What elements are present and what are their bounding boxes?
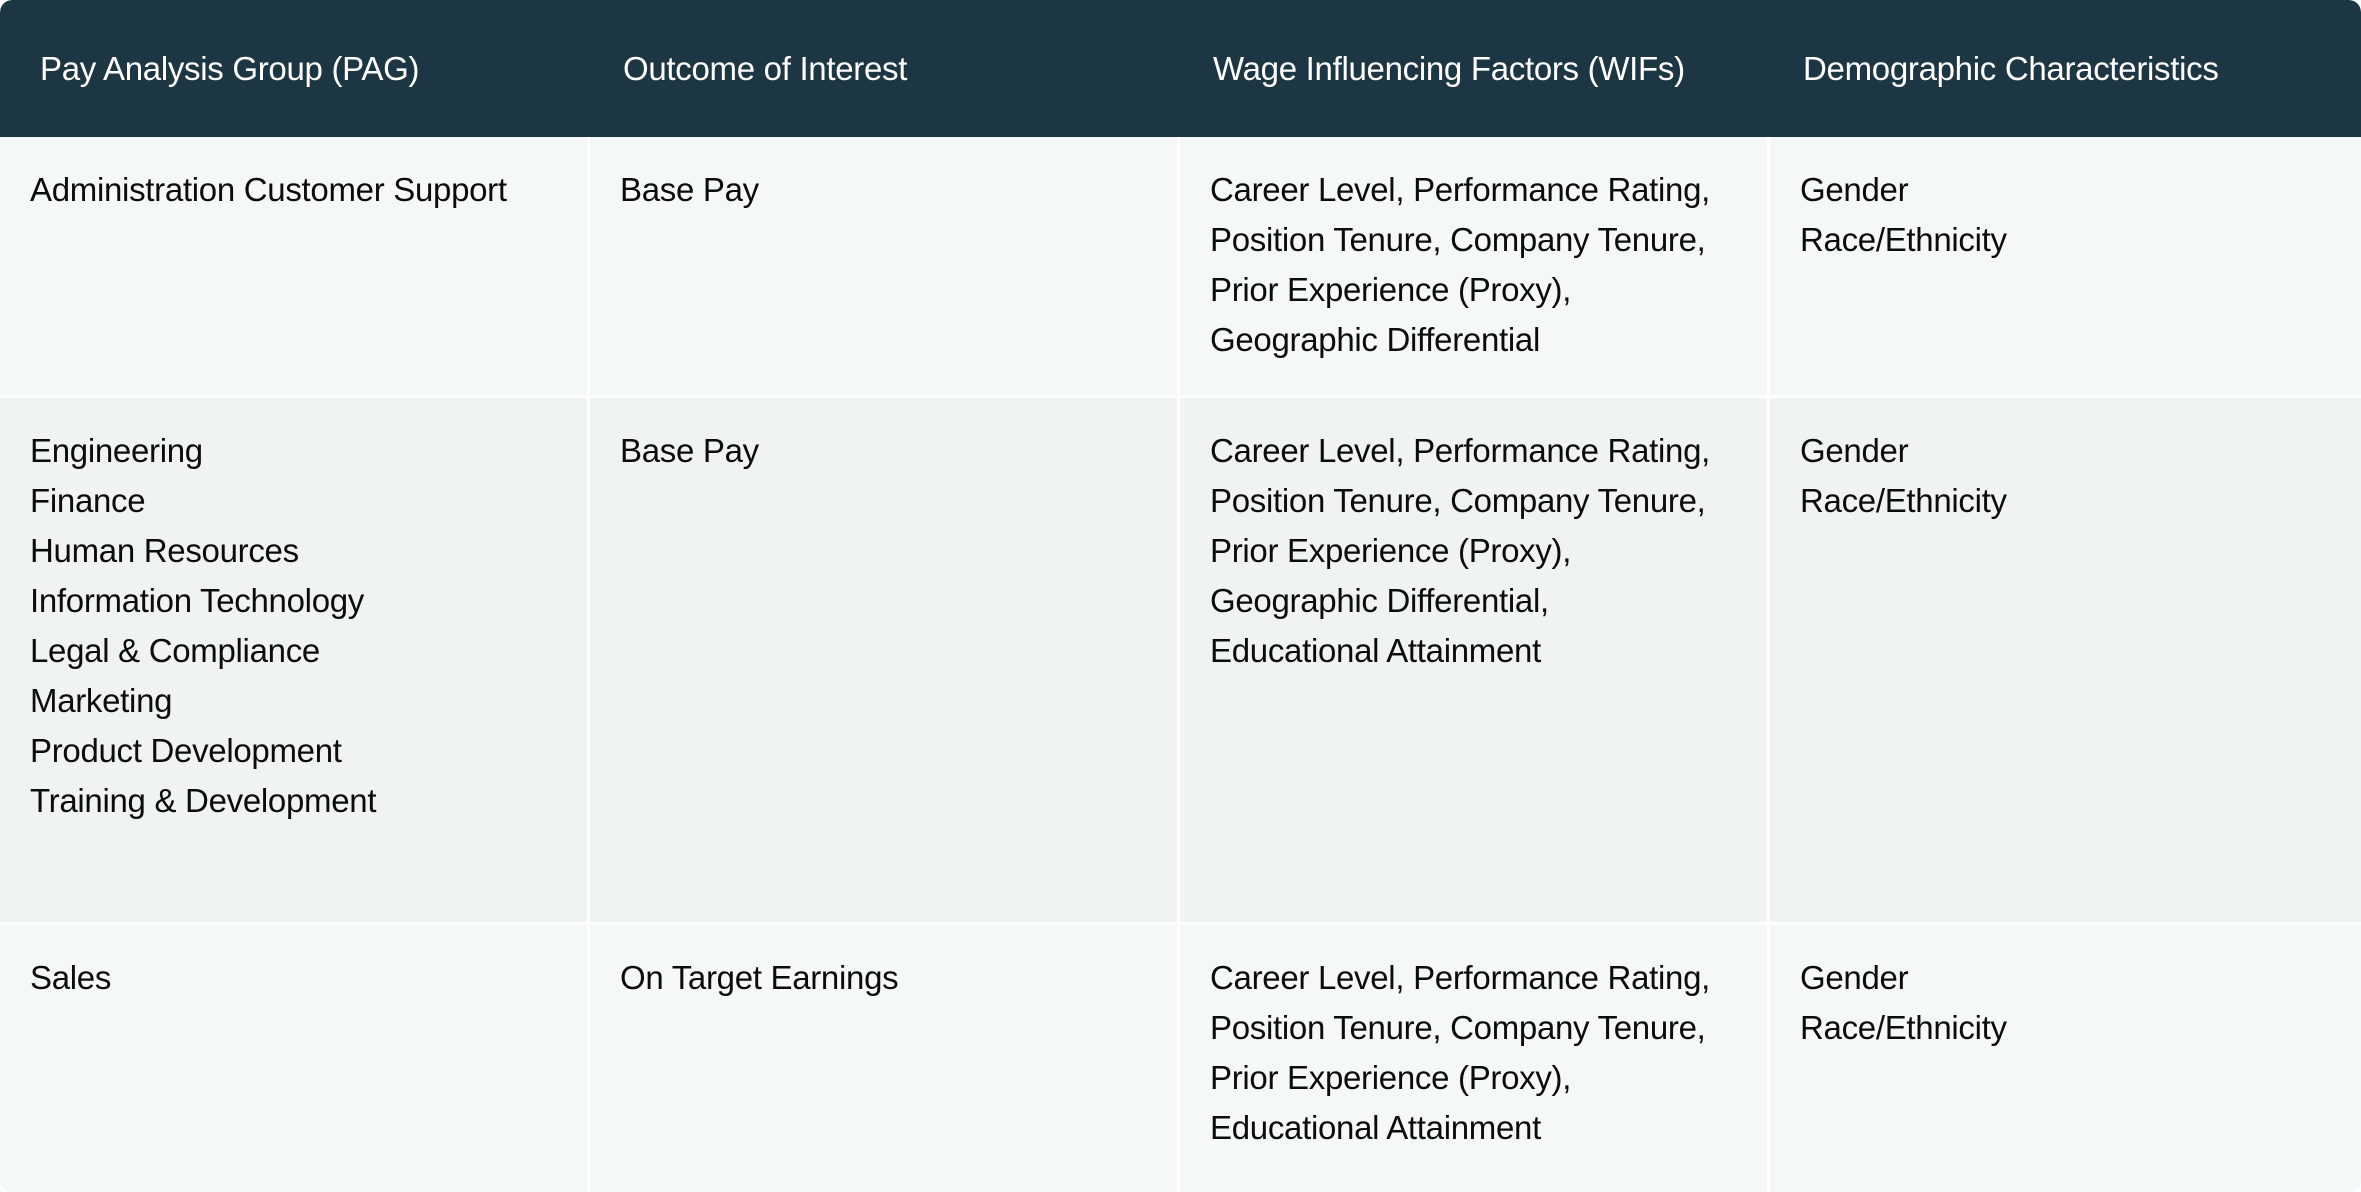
column-header-wifs: Wage Influencing Factors (WIFs) <box>1213 49 1685 87</box>
cell-outcome: Base Pay <box>590 398 1177 922</box>
wif-line: Educational Attainment <box>1210 632 1541 669</box>
table-header: Pay Analysis Group (PAG) Outcome of Inte… <box>0 0 2361 137</box>
column-header-pag: Pay Analysis Group (PAG) <box>40 49 420 87</box>
wif-line: Career Level, Performance Rating, <box>1210 432 1711 469</box>
demographic-label: Gender <box>1800 959 1909 996</box>
cell-pag: Engineering Finance Human Resources Info… <box>0 398 587 922</box>
table-row: Administration Customer Support Base Pay… <box>0 137 2361 395</box>
wif-line: Geographic Differential <box>1210 321 1541 358</box>
outcome-label: Base Pay <box>620 432 759 469</box>
cell-outcome: On Target Earnings <box>590 925 1177 1192</box>
pag-label: Engineering <box>30 432 203 469</box>
wif-line: Career Level, Performance Rating, <box>1210 959 1711 996</box>
outcome-label: Base Pay <box>620 171 759 208</box>
wif-line: Position Tenure, Company Tenure, <box>1210 482 1706 519</box>
demographic-label: Gender <box>1800 432 1909 469</box>
pag-label: Product Development <box>30 732 342 769</box>
pag-label: Finance <box>30 482 146 519</box>
wif-line: Geographic Differential, <box>1210 582 1549 619</box>
pag-label: Administration Customer Support <box>30 171 507 208</box>
cell-demographics: Gender Race/Ethnicity <box>1770 925 2361 1192</box>
cell-pag: Sales <box>0 925 587 1192</box>
demographic-label: Gender <box>1800 171 1909 208</box>
demographic-label: Race/Ethnicity <box>1800 1009 2007 1046</box>
cell-wifs: Career Level, Performance Rating, Positi… <box>1180 925 1767 1192</box>
cell-demographics: Gender Race/Ethnicity <box>1770 398 2361 922</box>
pag-label: Training & Development <box>30 782 377 819</box>
column-header-outcome: Outcome of Interest <box>623 49 908 87</box>
cell-pag: Administration Customer Support <box>0 137 587 395</box>
cell-outcome: Base Pay <box>590 137 1177 395</box>
column-header-demographics: Demographic Characteristics <box>1803 49 2219 87</box>
demographic-label: Race/Ethnicity <box>1800 482 2007 519</box>
pag-label: Marketing <box>30 682 173 719</box>
wif-line: Educational Attainment <box>1210 1109 1541 1146</box>
pag-label: Information Technology <box>30 582 365 619</box>
pag-label: Sales <box>30 959 112 996</box>
table-row: Sales On Target Earnings Career Level, P… <box>0 925 2361 1192</box>
wif-line: Position Tenure, Company Tenure, <box>1210 221 1706 258</box>
cell-demographics: Gender Race/Ethnicity <box>1770 137 2361 395</box>
cell-wifs: Career Level, Performance Rating, Positi… <box>1180 398 1767 922</box>
wif-line: Career Level, Performance Rating, <box>1210 171 1711 208</box>
outcome-label: On Target Earnings <box>620 959 899 996</box>
wif-line: Prior Experience (Proxy), <box>1210 1059 1572 1096</box>
wif-line: Position Tenure, Company Tenure, <box>1210 1009 1706 1046</box>
pag-label: Human Resources <box>30 532 299 569</box>
table-row: Engineering Finance Human Resources Info… <box>0 398 2361 922</box>
pag-label: Legal & Compliance <box>30 632 320 669</box>
wif-line: Prior Experience (Proxy), <box>1210 271 1572 308</box>
demographic-label: Race/Ethnicity <box>1800 221 2007 258</box>
cell-wifs: Career Level, Performance Rating, Positi… <box>1180 137 1767 395</box>
wif-line: Prior Experience (Proxy), <box>1210 532 1572 569</box>
